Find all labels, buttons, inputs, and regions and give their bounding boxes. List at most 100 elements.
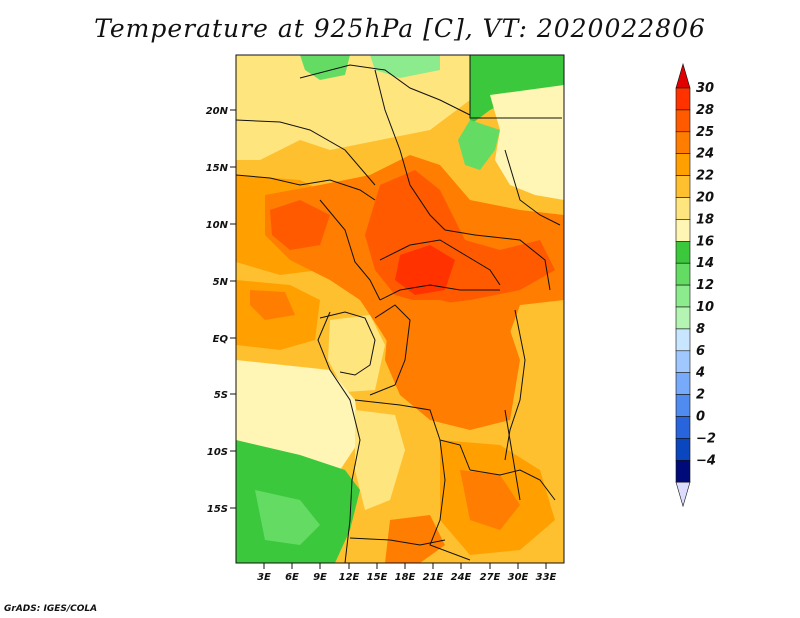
lon-label: 30E [508,572,529,583]
lon-label: 21E [423,572,444,583]
field-green-ne [470,55,564,125]
border-zambia-east [469,469,556,501]
colorbar-swatch [675,241,691,264]
colorbar-swatch [675,131,691,155]
colorbar-level-label: 22 [696,169,714,184]
lat-label: 10N [206,220,229,231]
colorbar-swatch [675,175,691,198]
colorbar-level-label: −2 [696,431,716,446]
lon-labels: 3E 6E 9E 12E 15E 18E 21E 24E 27E 30E 33E [257,572,556,583]
colorbar-level-label: 25 [696,125,714,140]
colorbar-level-label: 10 [696,300,714,315]
border-egypt-sudan [469,55,562,119]
lon-axis [263,563,547,569]
lat-label: 5S [214,390,228,401]
border-drc-angola [354,399,471,471]
country-borders [236,55,562,563]
field-green-nw [300,55,350,80]
border-gabon [319,311,376,376]
colorbar-swatch [675,219,691,242]
colorbar-swatch [675,284,691,308]
border-chad-sudan [374,69,446,231]
border-sudan-ethiopia [504,149,561,226]
colorbar-swatch [675,262,691,286]
colorbar-bottom-arrow [675,481,691,508]
lat-label: 10S [207,447,228,458]
field-cream-ne [490,85,564,200]
lon-label: 3E [257,572,271,583]
lat-label: EQ [213,334,229,345]
field-pale-angola [355,410,405,510]
lat-label: 5N [213,277,229,288]
map-title: Temperature at 925hPa [C], VT: 202002280… [94,14,706,43]
colorbar-level-label: 2 [696,388,705,403]
border-namibia [349,537,446,546]
lat-axis [230,109,236,509]
border-south-sudan [444,229,551,291]
colorbar-top-arrow [675,62,691,89]
border-coast-west [317,311,361,563]
lat-labels: 20N 15N 10N 5N EQ 5S 10S 15S [206,106,229,515]
lon-label: 6E [285,572,299,583]
colorbar-level-label: 14 [696,256,714,271]
colorbar-swatch [675,350,691,373]
field-lightgreen-ne [458,120,500,170]
border-niger-chad [236,119,376,186]
colorbar-level-label: 20 [696,191,714,206]
colorbar-swatch [675,328,691,352]
field-hottest [395,245,455,295]
lat-label: 15N [206,163,229,174]
lon-label: 18E [395,572,416,583]
colorbar-level-label: −4 [696,453,716,468]
colorbar-level-label: 16 [696,234,714,249]
lat-label: 15S [207,504,228,515]
border-lake-tanganyika [504,409,521,501]
field-orange-congo [385,300,520,430]
border-drc-east [504,309,526,461]
lon-label: 33E [536,572,557,583]
field-darkorange-se [460,470,520,530]
field-darkorange-cw [250,290,295,320]
lon-label: 12E [339,572,360,583]
border-nigeria [236,174,376,201]
border-angola-zambia [429,439,471,561]
lon-label: 15E [367,572,388,583]
colorbar-swatch [675,306,691,330]
field-darkorange-s [385,515,445,563]
lon-label: 27E [480,572,501,583]
border-car-drc [379,284,500,301]
colorbar-level-label: 0 [696,410,705,425]
temperature-field [236,55,564,563]
colorbar-swatch [675,153,691,176]
colorbar-swatch [675,394,691,417]
lon-label: 9E [313,572,327,583]
colorbar-level-label: 12 [696,278,714,293]
lat-label: 20N [206,106,229,117]
border-car [379,239,501,286]
field-cream-sw [236,360,360,470]
colorbar-level-label: 6 [696,344,705,359]
border-algeria-libya [299,64,471,116]
colorbar-level-label: 24 [696,147,714,162]
field-lightgreen-sw [255,490,320,545]
colorbar-level-label: 8 [696,322,705,337]
colorbar-swatch [675,459,691,483]
border-cameroon [319,199,381,301]
colorbar-swatch [675,87,691,111]
grads-credit: GrADS: IGES/COLA [4,604,98,614]
colorbar-swatch [675,372,691,395]
border-congo [369,304,411,396]
lon-label: 24E [451,572,472,583]
colorbar-swatch [675,438,691,461]
colorbar-swatch [675,197,691,220]
colorbar-swatch [675,416,691,439]
field-hot-west [270,200,330,250]
colorbar-level-label: 4 [695,366,705,381]
field-pale-nw [236,55,470,160]
colorbar-swatch [675,109,691,133]
map-frame [235,54,565,564]
colorbar-level-label: 28 [696,103,714,118]
colorbar-level-label: 18 [696,212,714,227]
